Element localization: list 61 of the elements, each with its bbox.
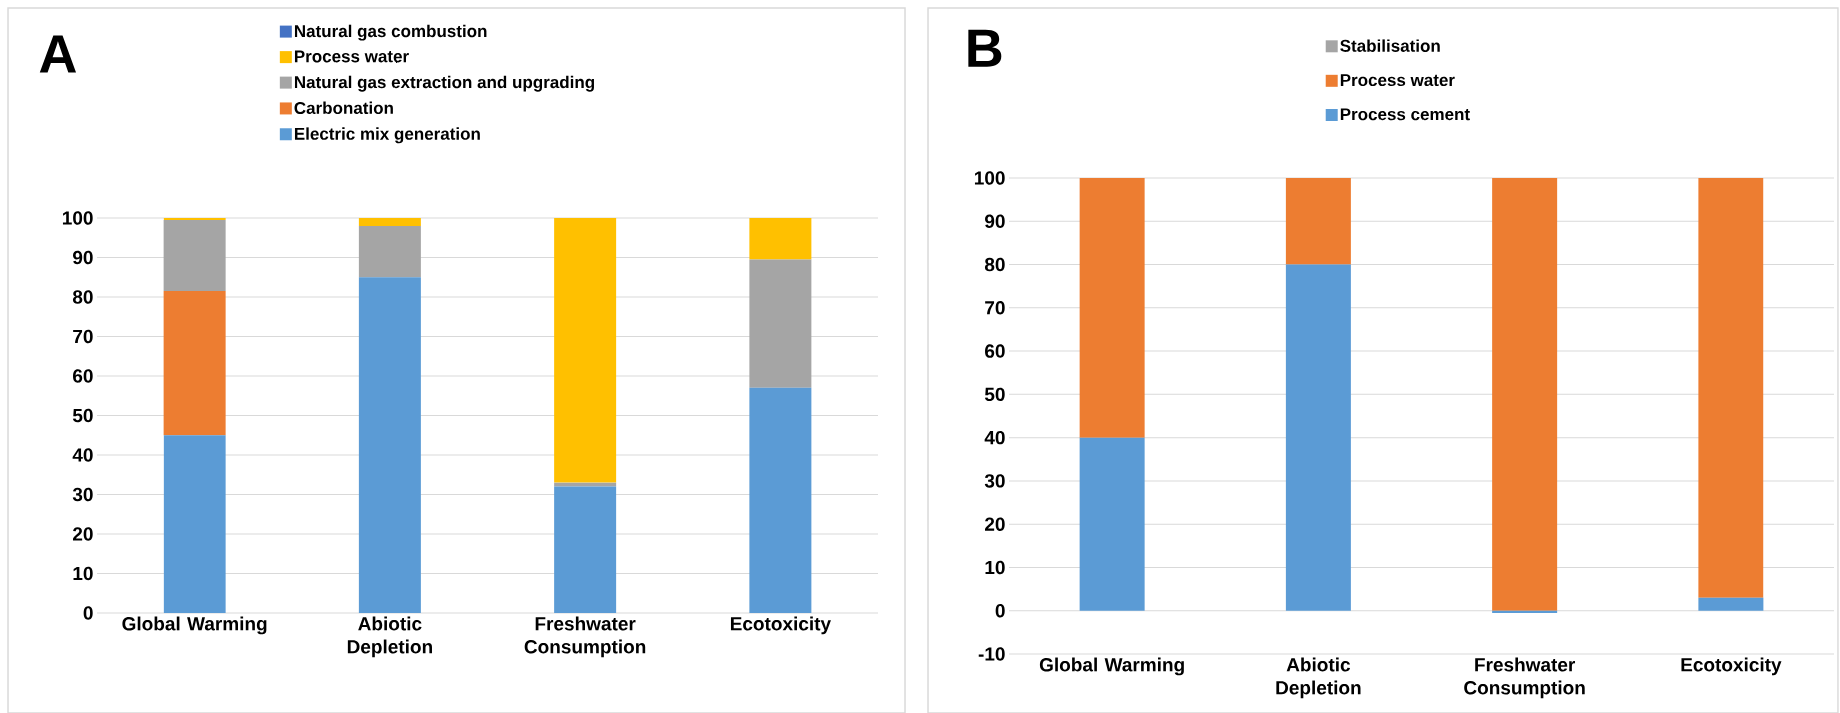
legend-label: Electric mix generation (294, 127, 480, 144)
y-tick-label: 20 (72, 527, 93, 541)
bar (554, 482, 617, 487)
bar (554, 486, 617, 613)
legend-label: Stabilisation (1340, 39, 1440, 52)
x-tick-label: Global Warming (1039, 657, 1184, 676)
y-tick-label: 10 (73, 566, 93, 581)
legend-label: Process water (294, 50, 409, 63)
legend-label: Natural gas extraction and upgrading (294, 75, 595, 92)
x-tick-label: Abiotic Depletion (347, 616, 432, 658)
x-tick-label: Global Warming (122, 616, 267, 635)
y-tick-label: 70 (73, 329, 93, 344)
bar (163, 219, 226, 292)
y-tick-label: 0 (995, 604, 1005, 618)
bar (749, 259, 812, 388)
y-tick-label: 10 (985, 560, 1005, 575)
y-tick-label: -10 (978, 647, 1005, 661)
x-tick-label: Freshwater Consumption (1464, 657, 1585, 699)
x-tick-label: Ecotoxicity (1681, 657, 1782, 676)
legend-label: Process water (1340, 74, 1455, 87)
y-tick-label: 40 (984, 430, 1005, 445)
y-tick-label: 50 (72, 408, 93, 423)
y-tick-label: 90 (985, 214, 1005, 228)
y-tick-label: 20 (985, 517, 1005, 531)
bar (1079, 178, 1145, 438)
chart-title: A (39, 35, 77, 73)
bar (749, 218, 812, 260)
bar (358, 277, 421, 613)
legend-label: Process cement (1340, 108, 1470, 121)
y-tick-label: 60 (985, 344, 1005, 358)
y-tick-label: 30 (984, 474, 1005, 488)
bar (1285, 178, 1351, 265)
bar (358, 218, 421, 226)
y-tick-label: 100 (974, 171, 1005, 185)
bar (358, 225, 421, 278)
bar (1492, 610, 1558, 613)
bar (749, 387, 812, 613)
bar (163, 435, 226, 613)
x-tick-label: Abiotic Depletion (1276, 657, 1361, 699)
y-tick-label: 40 (72, 448, 93, 462)
bar (1079, 437, 1145, 611)
bar (1285, 264, 1351, 611)
y-tick-label: 70 (985, 301, 1005, 315)
bar (1698, 597, 1764, 611)
x-tick-label: Freshwater Consumption (524, 616, 646, 658)
y-tick-label: 80 (72, 290, 93, 304)
chart-title: B (968, 29, 1002, 67)
y-tick-label: 80 (984, 257, 1005, 272)
legend-label: Carbonation (294, 101, 393, 115)
y-tick-label: 100 (62, 211, 93, 225)
bar (163, 291, 226, 436)
y-tick-label: 50 (984, 387, 1005, 402)
y-tick-label: 60 (73, 369, 93, 383)
bar (1492, 178, 1558, 611)
legend-label: Natural gas combustion (294, 24, 487, 41)
bar (554, 218, 617, 483)
y-tick-label: 90 (72, 250, 93, 265)
bar (1698, 178, 1764, 598)
y-tick-label: 0 (83, 606, 93, 620)
x-tick-label: Ecotoxicity (730, 616, 831, 635)
y-tick-label: 30 (72, 487, 93, 502)
